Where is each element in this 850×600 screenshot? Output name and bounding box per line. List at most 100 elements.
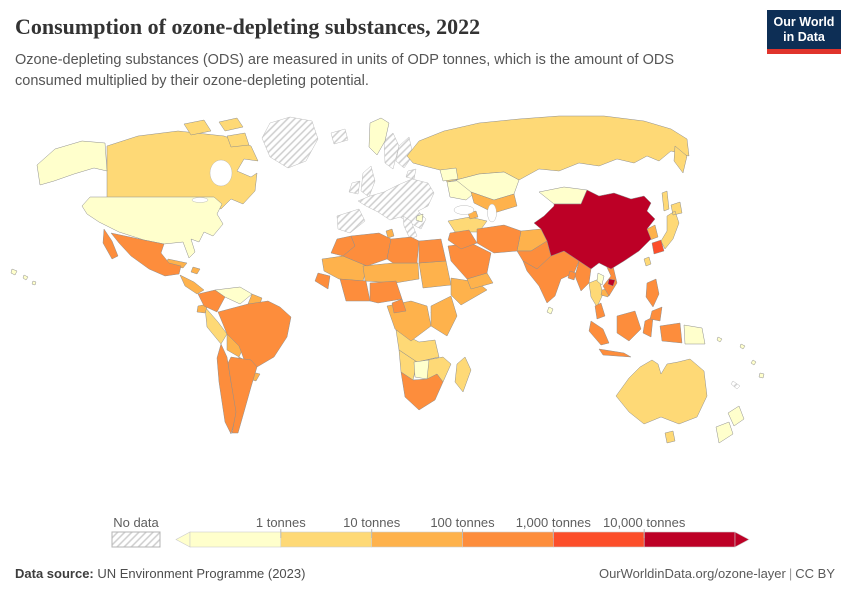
country-new-caledonia[interactable] bbox=[730, 380, 741, 390]
owid-logo[interactable]: Our World in Data bbox=[767, 10, 841, 54]
country-libya[interactable] bbox=[386, 236, 420, 264]
page-title: Consumption of ozone-depleting substance… bbox=[15, 14, 481, 39]
legend-ticks bbox=[280, 529, 645, 538]
chart-subtitle: Ozone-depleting substances (ODS) are mea… bbox=[15, 52, 675, 89]
region-cameroon-gabon[interactable] bbox=[391, 298, 407, 314]
region-balkans[interactable] bbox=[415, 213, 424, 223]
region-west-papua[interactable] bbox=[659, 322, 683, 344]
country-italy[interactable] bbox=[402, 215, 418, 240]
country-algeria[interactable] bbox=[342, 232, 392, 267]
country-mexico[interactable] bbox=[110, 232, 182, 277]
data-source-label: Data source: bbox=[15, 566, 94, 581]
map-group-bin-1000-10000 bbox=[651, 239, 665, 255]
region-baja-california[interactable] bbox=[102, 228, 119, 260]
country-sweden[interactable] bbox=[383, 132, 400, 170]
country-turkey[interactable] bbox=[447, 216, 488, 233]
region-eu-mainland[interactable] bbox=[357, 178, 435, 230]
region-hawaii[interactable] bbox=[10, 268, 37, 286]
country-alaska[interactable] bbox=[36, 140, 108, 186]
region-sulawesi[interactable] bbox=[642, 316, 654, 338]
country-papua-new-guinea[interactable] bbox=[683, 324, 706, 345]
region-central-america[interactable] bbox=[179, 274, 205, 295]
region-uzbekistan-turkmenistan[interactable] bbox=[470, 191, 518, 214]
footer-link[interactable]: OurWorldinData.org/ozone-layer bbox=[598, 566, 786, 581]
owid-logo-line2: in Data bbox=[783, 30, 825, 44]
country-sri-lanka[interactable] bbox=[546, 306, 554, 315]
country-tasmania[interactable] bbox=[664, 430, 676, 444]
country-japan[interactable] bbox=[660, 201, 683, 250]
country-south-korea[interactable] bbox=[651, 239, 665, 255]
country-united-kingdom[interactable] bbox=[360, 165, 376, 198]
map-group-lakes bbox=[191, 159, 497, 223]
legend-tick-5: 10,000 tonnes bbox=[603, 515, 686, 530]
country-sudan[interactable] bbox=[418, 260, 452, 289]
legend-tick-2: 10 tonnes bbox=[343, 515, 401, 530]
country-australia[interactable] bbox=[615, 358, 708, 425]
country-russia[interactable] bbox=[406, 115, 690, 183]
region-iraq-syria[interactable] bbox=[447, 229, 478, 250]
country-belarus[interactable] bbox=[439, 167, 459, 182]
region-niger-chad[interactable] bbox=[362, 262, 420, 284]
world-map bbox=[10, 115, 765, 444]
map-group-no-data bbox=[259, 116, 741, 390]
country-hainan[interactable] bbox=[607, 278, 616, 287]
region-kamchatka[interactable] bbox=[673, 145, 688, 174]
legend-bin-5[interactable] bbox=[552, 531, 645, 548]
country-greenland[interactable] bbox=[261, 116, 319, 169]
country-finland[interactable] bbox=[395, 136, 414, 169]
region-sumatra[interactable] bbox=[588, 320, 610, 346]
country-south-africa[interactable] bbox=[400, 371, 444, 411]
legend-arrow-right[interactable] bbox=[734, 531, 750, 548]
country-china[interactable] bbox=[533, 189, 656, 270]
country-philippines[interactable] bbox=[645, 278, 663, 322]
owid-logo-line1: Our World bbox=[773, 15, 835, 29]
map-legend: No data 1 tonnes 10 tonnes 100 tonnes 1,… bbox=[111, 515, 750, 548]
legend-bin-3[interactable] bbox=[371, 531, 463, 548]
country-india[interactable] bbox=[522, 250, 580, 304]
country-iceland[interactable] bbox=[330, 128, 349, 145]
country-baltics[interactable] bbox=[405, 168, 417, 180]
country-norway[interactable] bbox=[368, 117, 390, 156]
country-madagascar[interactable] bbox=[454, 356, 472, 393]
country-ireland[interactable] bbox=[348, 180, 361, 195]
region-pacific-islands[interactable] bbox=[716, 336, 765, 379]
country-taiwan[interactable] bbox=[643, 256, 652, 267]
legend-bin-6[interactable] bbox=[643, 531, 736, 548]
country-argentina[interactable] bbox=[227, 356, 258, 434]
great-lakes bbox=[191, 197, 209, 203]
region-east-africa[interactable] bbox=[430, 295, 458, 337]
country-nigeria[interactable] bbox=[369, 280, 403, 304]
legend-bin-4[interactable] bbox=[462, 531, 554, 548]
country-saudi-arabia[interactable] bbox=[447, 242, 492, 280]
region-ghana-ivory-coast[interactable] bbox=[339, 278, 371, 302]
country-hispaniola[interactable] bbox=[190, 266, 201, 275]
country-usa[interactable] bbox=[81, 196, 224, 259]
legend-bin-2[interactable] bbox=[280, 531, 372, 548]
legend-arrow-left[interactable] bbox=[175, 531, 191, 548]
footer-license[interactable]: CC BY bbox=[795, 566, 835, 581]
country-mongolia[interactable] bbox=[538, 186, 588, 205]
country-peru[interactable] bbox=[204, 306, 228, 345]
country-bangladesh[interactable] bbox=[567, 270, 577, 281]
country-brazil[interactable] bbox=[217, 300, 292, 368]
legend-no-data-swatch[interactable] bbox=[111, 531, 161, 548]
country-iran[interactable] bbox=[476, 224, 522, 254]
region-malay-peninsula[interactable] bbox=[594, 302, 606, 320]
region-arctic-islands[interactable] bbox=[183, 117, 250, 148]
legend-bin-1[interactable] bbox=[189, 531, 282, 548]
region-senegal-guinea[interactable] bbox=[314, 272, 331, 290]
map-group-bin-100-1000 bbox=[102, 224, 683, 435]
region-sakhalin[interactable] bbox=[661, 190, 670, 212]
country-colombia[interactable] bbox=[197, 289, 226, 313]
region-iberia[interactable] bbox=[336, 208, 366, 234]
map-group-bin-under-1 bbox=[10, 117, 765, 444]
country-new-zealand[interactable] bbox=[715, 405, 745, 444]
country-botswana[interactable] bbox=[413, 359, 430, 380]
legend-tick-3: 100 tonnes bbox=[430, 515, 495, 530]
region-java[interactable] bbox=[598, 348, 632, 358]
country-tunisia[interactable] bbox=[385, 228, 395, 239]
caspian-sea bbox=[487, 203, 497, 223]
country-egypt[interactable] bbox=[418, 238, 447, 264]
country-laos[interactable] bbox=[596, 272, 605, 286]
region-borneo[interactable] bbox=[616, 310, 642, 342]
